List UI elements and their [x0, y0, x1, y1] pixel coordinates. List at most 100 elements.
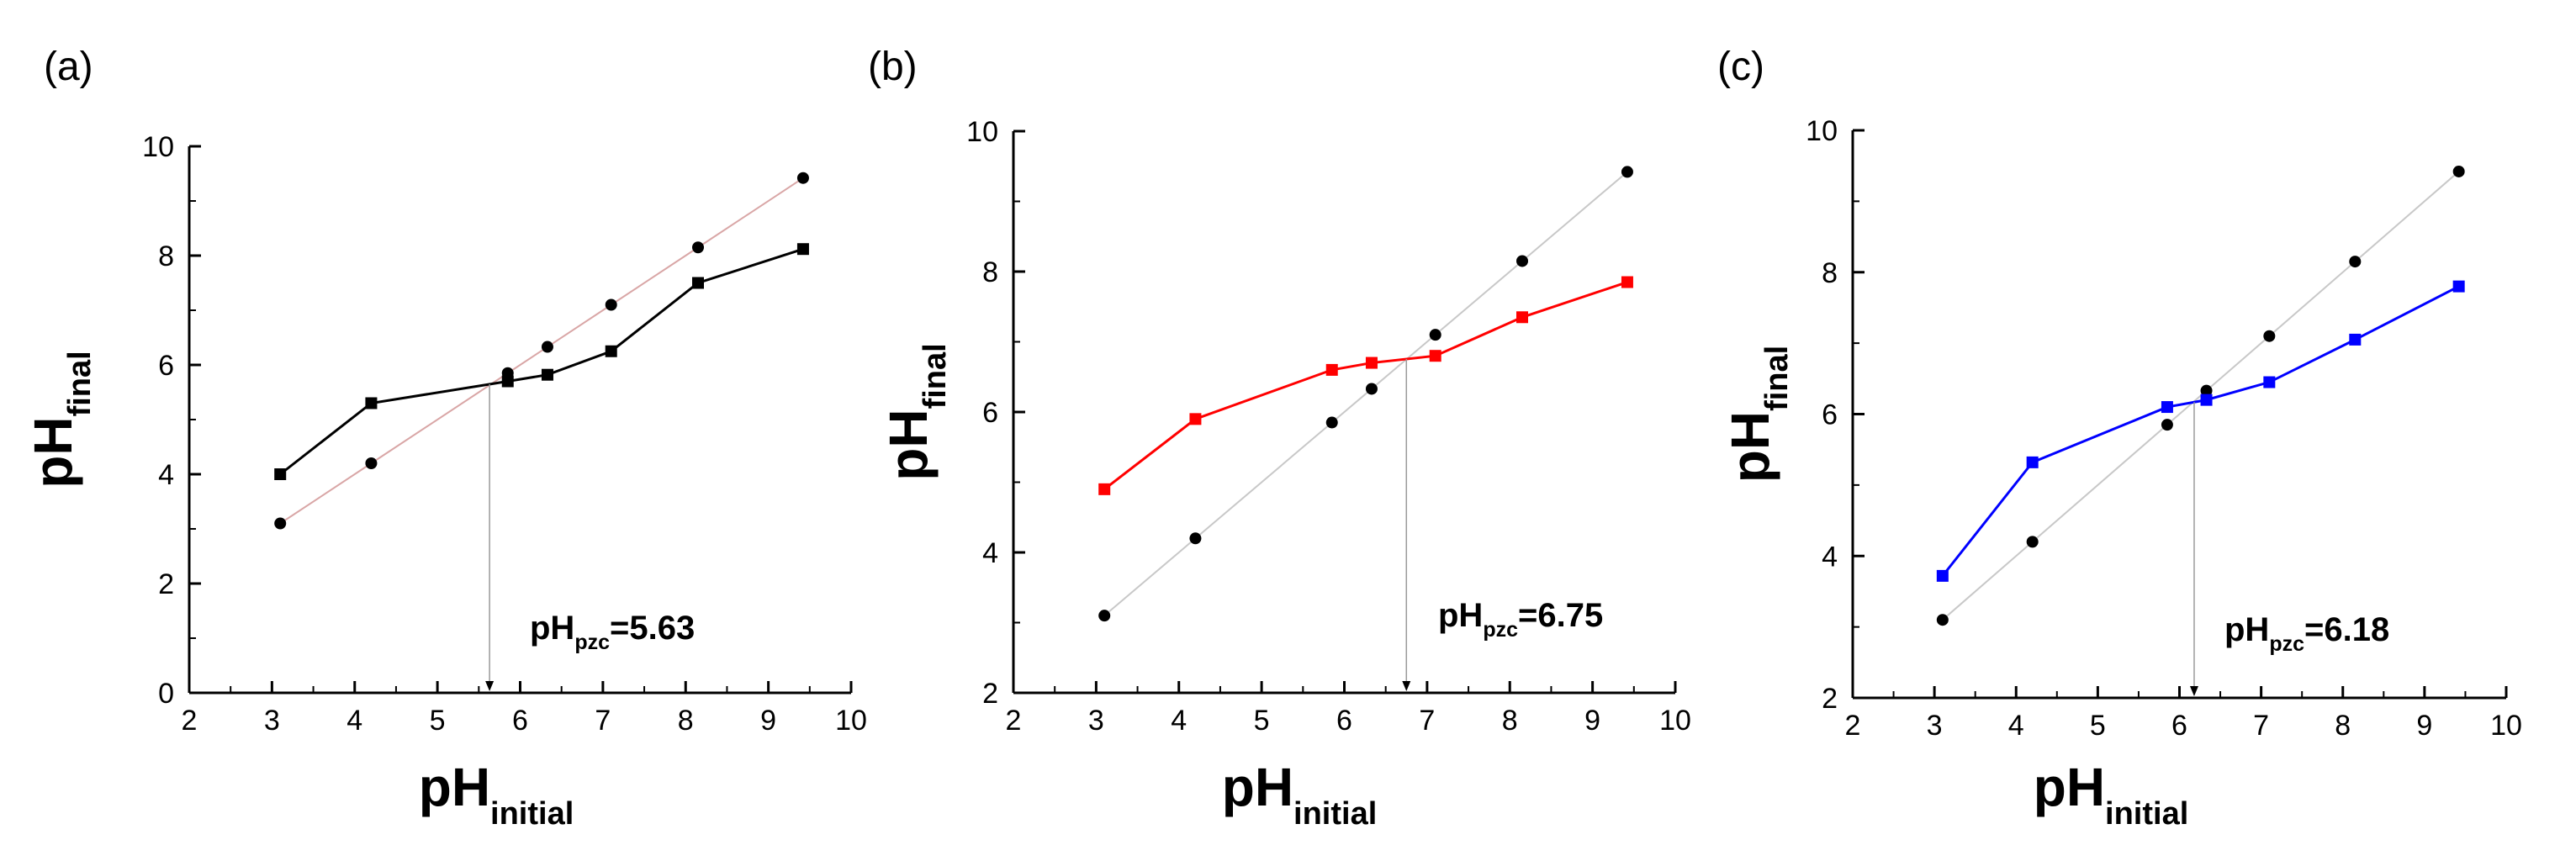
y-tick-label: 2 — [982, 678, 998, 710]
x-tick-label: 7 — [595, 705, 611, 737]
x-axis-title: pHinitial — [1222, 757, 1378, 832]
data-point-reference — [2026, 536, 2039, 548]
data-point-measured — [2349, 333, 2362, 346]
y-tick-label: 2 — [158, 568, 174, 600]
y-axis-title: pHfinal — [878, 343, 953, 480]
y-axis-title-sub: final — [1759, 346, 1795, 411]
x-tick-label: 5 — [430, 705, 446, 737]
x-axis-title-main: pH — [419, 757, 490, 817]
series-line-measured — [279, 247, 804, 476]
y-axis-title-sub: final — [918, 343, 953, 409]
data-point-measured — [1189, 413, 1202, 425]
pzc-annotation: pHpzc=6.18 — [2224, 611, 2389, 656]
y-tick-label: 10 — [1806, 115, 1838, 147]
pzc-annotation-prefix: pH — [1438, 597, 1483, 634]
data-point-measured — [1429, 350, 1441, 362]
y-axis-title: pHfinal — [23, 351, 98, 488]
data-point-measured — [796, 243, 809, 256]
x-tick-label: 5 — [1254, 705, 1270, 737]
x-tick-label: 9 — [760, 705, 776, 737]
data-point-measured — [1621, 276, 1633, 288]
data-point-reference — [1098, 610, 1111, 622]
y-tick-label: 4 — [1822, 541, 1838, 573]
data-point-measured — [1098, 483, 1111, 495]
y-tick-label: 6 — [158, 350, 174, 382]
data-point-measured — [2026, 456, 2039, 468]
data-point-measured — [692, 277, 705, 289]
y-tick-label: 4 — [982, 537, 998, 569]
y-tick-label: 10 — [142, 131, 174, 163]
x-tick-label: 2 — [182, 705, 198, 737]
x-tick-label: 4 — [1171, 705, 1187, 737]
pzc-annotation-prefix: pH — [2224, 611, 2269, 648]
pzc-annotation-value: =5.63 — [610, 610, 695, 647]
pzc-annotation-prefix: pH — [530, 610, 574, 647]
x-tick-label: 6 — [2171, 710, 2187, 742]
pzc-arrow-icon — [1402, 681, 1411, 691]
x-axis-title: pHinitial — [2034, 757, 2189, 832]
data-point-measured — [2452, 280, 2465, 293]
series-line-reference — [1103, 171, 1628, 616]
x-tick-label: 2 — [1845, 710, 1861, 742]
pzc-annotation-sub: pzc — [574, 631, 610, 654]
x-axis-title-sub: initial — [2105, 796, 2188, 832]
x-tick-label: 4 — [2008, 710, 2024, 742]
chart-panel-2: (b)2 3 4 5 6 7 8 9 10246810pHinitialpHfinalpHpzc… — [868, 45, 1691, 832]
data-point-reference — [2452, 165, 2465, 177]
x-tick-label: 5 — [2090, 710, 2106, 742]
x-axis-title-sub: initial — [1293, 796, 1377, 832]
y-tick-label: 8 — [982, 256, 998, 288]
x-axis-title-main: pH — [2034, 757, 2105, 817]
pzc-arrow-icon — [2189, 686, 2198, 696]
y-tick-label: 8 — [1822, 257, 1838, 289]
x-tick-label: 2 — [1006, 705, 1022, 737]
y-tick-label: 10 — [966, 116, 998, 148]
x-axis-title-sub: initial — [490, 796, 574, 832]
y-axis-title-main: pH — [23, 416, 83, 488]
x-tick-label: 8 — [1502, 705, 1518, 737]
data-point-reference — [692, 241, 705, 254]
y-axis-title: pHfinal — [1720, 346, 1795, 483]
data-point-measured — [365, 397, 378, 409]
y-tick-label: 0 — [158, 678, 174, 710]
data-point-reference — [1189, 532, 1202, 545]
series-line-measured — [1103, 281, 1628, 491]
y-tick-label: 2 — [1822, 683, 1838, 715]
y-axis-title-sub: final — [62, 351, 98, 416]
data-point-measured — [1936, 569, 1949, 582]
x-tick-label: 9 — [1584, 705, 1600, 737]
data-point-reference — [1429, 329, 1441, 341]
y-tick-label: 6 — [1822, 399, 1838, 431]
data-point-measured — [1365, 357, 1378, 369]
data-point-reference — [274, 517, 287, 530]
data-point-measured — [2263, 376, 2276, 388]
x-tick-label: 6 — [1336, 705, 1352, 737]
data-point-reference — [1325, 416, 1338, 429]
panel-label: (b) — [868, 45, 918, 89]
data-point-reference — [796, 172, 809, 184]
pzc-annotation-sub: pzc — [2269, 632, 2304, 656]
pzc-annotation-value: =6.18 — [2304, 611, 2389, 648]
x-tick-label: 3 — [1927, 710, 1943, 742]
pzc-annotation-value: =6.75 — [1518, 597, 1603, 634]
x-tick-label: 7 — [2253, 710, 2269, 742]
x-tick-label: 3 — [264, 705, 280, 737]
panel-label: (a) — [44, 45, 93, 89]
y-tick-label: 6 — [982, 397, 998, 429]
pzc-annotation-sub: pzc — [1483, 618, 1518, 642]
data-point-measured — [1516, 311, 1529, 324]
panel-label: (c) — [1717, 45, 1764, 89]
data-point-reference — [2161, 419, 2173, 431]
x-tick-label: 10 — [835, 705, 867, 737]
x-tick-label: 6 — [512, 705, 528, 737]
x-tick-label: 3 — [1088, 705, 1104, 737]
data-point-reference — [2200, 384, 2213, 397]
data-point-measured — [541, 368, 553, 381]
y-tick-label: 8 — [158, 240, 174, 272]
x-tick-label: 9 — [2416, 710, 2432, 742]
data-point-measured — [1325, 363, 1338, 376]
data-point-measured — [605, 345, 617, 357]
data-point-reference — [605, 298, 617, 311]
data-point-reference — [2263, 330, 2276, 342]
